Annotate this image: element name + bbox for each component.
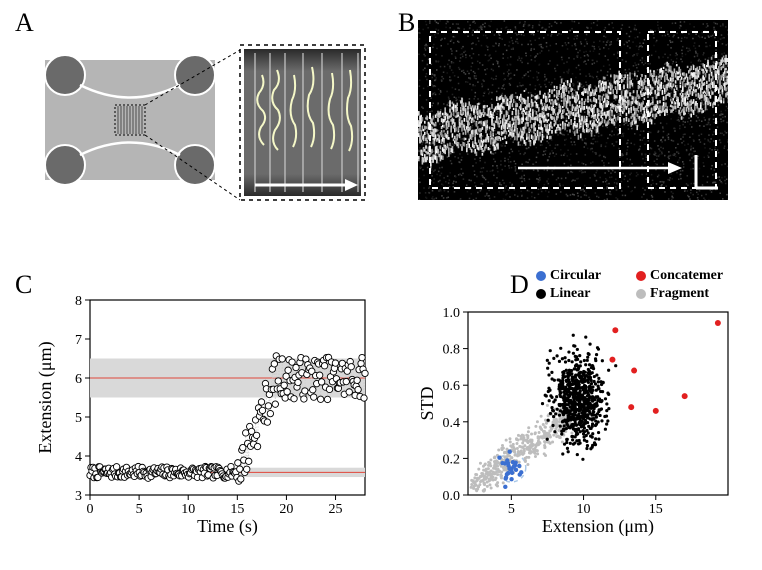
svg-text:10: 10 <box>577 502 591 517</box>
panel-D-scatter: Circular Concatemer Linear Fragment 5101… <box>418 290 738 540</box>
port-top-left <box>45 55 85 95</box>
legend-circular: Circular <box>536 268 601 284</box>
port-bottom-right <box>175 145 215 185</box>
port-top-right <box>175 55 215 95</box>
panel-A-device-schematic <box>35 20 375 240</box>
legend-fragment: Fragment <box>636 286 709 302</box>
svg-text:8: 8 <box>75 294 82 309</box>
figure: A B C D <box>0 0 762 570</box>
svg-text:25: 25 <box>329 502 343 517</box>
panel-label-B: B <box>398 8 415 38</box>
svg-text:10: 10 <box>181 502 195 517</box>
svg-text:0: 0 <box>87 502 94 517</box>
legend-dot-linear <box>536 289 546 299</box>
svg-text:1.0: 1.0 <box>443 306 461 321</box>
legend-concatemer: Concatemer <box>636 268 723 284</box>
svg-text:Extension (μm): Extension (μm) <box>35 341 56 453</box>
panel-C-extension-trace: 0 5 10 15 20 25 3 4 5 6 7 8 Time (s) Extension (μm) <box>35 290 375 540</box>
svg-text:Time (s): Time (s) <box>197 516 258 537</box>
svg-text:6: 6 <box>75 372 82 387</box>
svg-text:5: 5 <box>508 502 515 517</box>
svg-text:4: 4 <box>75 450 82 465</box>
svg-text:0.0: 0.0 <box>443 489 461 504</box>
svg-text:0.2: 0.2 <box>443 452 461 467</box>
svg-text:3: 3 <box>75 489 82 504</box>
svg-text:5: 5 <box>136 502 143 517</box>
panel-label-A: A <box>15 8 34 38</box>
legend-dot-fragment <box>636 289 646 299</box>
svg-text:20: 20 <box>279 502 293 517</box>
svg-text:Extension (μm): Extension (μm) <box>542 516 654 537</box>
svg-text:STD: STD <box>418 386 437 420</box>
svg-text:0.4: 0.4 <box>443 416 461 431</box>
svg-text:7: 7 <box>75 333 82 348</box>
svg-text:0.6: 0.6 <box>443 379 461 394</box>
legend-dot-circular <box>536 271 546 281</box>
svg-text:15: 15 <box>649 502 663 517</box>
svg-text:0.8: 0.8 <box>443 343 461 358</box>
legend-dot-concatemer <box>636 271 646 281</box>
panel-B-kymograph <box>418 20 728 200</box>
legend-linear: Linear <box>536 286 590 302</box>
panel-label-C: C <box>15 270 32 300</box>
svg-text:5: 5 <box>75 411 82 426</box>
nanochannel-zoom <box>240 45 365 200</box>
svg-text:15: 15 <box>230 502 244 517</box>
port-bottom-left <box>45 145 85 185</box>
microfluidic-device <box>45 50 240 200</box>
